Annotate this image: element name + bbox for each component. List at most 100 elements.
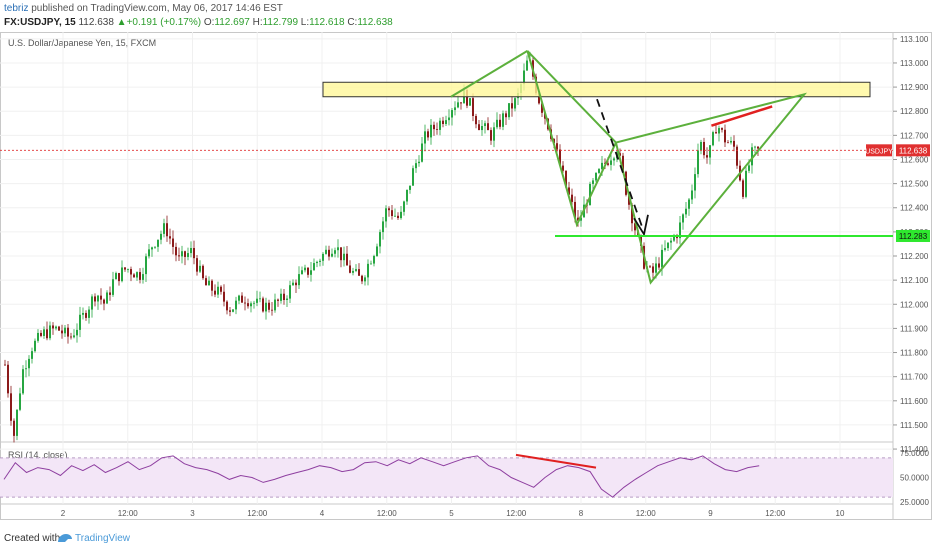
candle-body: [310, 270, 312, 275]
candle-body: [661, 249, 663, 268]
price-divergence-line[interactable]: [711, 105, 773, 127]
candle-body: [67, 327, 69, 337]
candle-body: [709, 145, 711, 158]
time-tick-label: 12:00: [377, 509, 398, 518]
candle-body: [430, 124, 432, 138]
symbol-label: FX:USDJPY, 15: [4, 17, 76, 28]
candle-body: [346, 253, 348, 266]
candle-body: [157, 239, 159, 247]
candle-body: [598, 169, 600, 173]
time-tick-label: 8: [579, 509, 584, 518]
candle-body: [721, 128, 723, 130]
grid: [0, 32, 893, 504]
price-axis[interactable]: 113.100 113.000 112.900 112.800 112.700 112.6…: [865, 35, 930, 454]
price-tick-label: 112.100: [900, 276, 929, 285]
candle-body: [76, 329, 78, 336]
candle-body: [562, 165, 564, 171]
candle-body: [496, 119, 498, 128]
candle-body: [343, 253, 345, 261]
chart-svg[interactable]: U.S. Dollar/Japanese Yen, 15, FXCM RSI (…: [0, 32, 932, 520]
candle-body: [454, 107, 456, 111]
candle-body: [664, 248, 666, 250]
pattern-triangle-2[interactable]: [614, 92, 807, 285]
candle-body: [22, 369, 24, 394]
candle-body: [283, 293, 285, 300]
candle-body: [7, 364, 9, 394]
rsi-axis[interactable]: 75.0000 50.0000 25.0000: [900, 449, 929, 507]
candle-body: [19, 393, 21, 410]
candle-body: [400, 211, 402, 219]
price-tick-label: 112.700: [900, 131, 929, 140]
candle-body: [511, 103, 513, 109]
time-tick-label: 3: [190, 509, 195, 518]
candle-body: [349, 265, 351, 273]
target-price-badge-label: 112.283: [899, 232, 928, 241]
candle-body: [670, 240, 672, 243]
candle-body: [469, 98, 471, 106]
candle-body: [106, 292, 108, 304]
author-link[interactable]: tebriz: [4, 3, 29, 14]
candle-body: [43, 329, 45, 336]
candle-body: [379, 232, 381, 247]
projection-arrow[interactable]: [596, 98, 644, 230]
price-tick-label: 111.400: [900, 445, 928, 454]
candle-body: [538, 93, 540, 104]
candle-body: [79, 314, 81, 330]
candle-body: [733, 140, 735, 147]
candle-body: [601, 162, 603, 170]
candle-body: [574, 201, 576, 218]
candle-body: [715, 132, 717, 134]
chart-title: U.S. Dollar/Japanese Yen, 15, FXCM: [8, 38, 156, 48]
candle-body: [166, 223, 168, 237]
candle-body: [682, 214, 684, 223]
chart-frame[interactable]: U.S. Dollar/Japanese Yen, 15, FXCM RSI (…: [0, 32, 932, 520]
candle-body: [28, 358, 30, 369]
price-tick-label: 111.500: [900, 421, 928, 430]
open-label: O:: [203, 17, 215, 28]
tradingview-link[interactable]: TradingView: [75, 533, 131, 544]
high-value: 112.799: [262, 17, 299, 28]
candle-body: [226, 301, 228, 311]
close-label: C:: [347, 17, 358, 28]
rsi-band-fill: [0, 457, 893, 498]
candle-body: [61, 330, 63, 334]
rsi-divergence-line[interactable]: [515, 453, 597, 469]
candle-body: [184, 251, 186, 257]
drawings[interactable]: [0, 50, 893, 469]
symbol-badge: [866, 144, 892, 157]
candle-body: [526, 60, 528, 71]
candle-body: [115, 273, 117, 280]
price-tick-label: 111.900: [900, 324, 928, 333]
candle-body: [397, 215, 399, 219]
candle-body: [103, 299, 105, 304]
candle-body: [607, 163, 609, 165]
candle-body: [217, 286, 219, 295]
time-tick-label: 2: [61, 509, 66, 518]
candle-body: [742, 180, 744, 197]
pattern-leg-x[interactable]: [450, 50, 528, 98]
current-price-badge-label: 112.638: [899, 146, 928, 155]
candle-body: [340, 247, 342, 261]
candle-body: [631, 204, 633, 224]
candle-body: [190, 248, 192, 254]
candle-body: [460, 102, 462, 104]
time-tick-label: 10: [836, 509, 845, 518]
candle-body: [238, 295, 240, 301]
tradingview-logo-icon[interactable]: [57, 531, 73, 545]
time-axis[interactable]: 2 12:00 3 12:00 4 12:00 5 12:00 8 12:00 9 12:00 10: [61, 509, 845, 518]
candle-body: [724, 129, 726, 143]
candle-body: [25, 368, 27, 370]
candle-body: [364, 277, 366, 282]
candle-body: [151, 247, 153, 250]
price-tick-label: 112.900: [900, 83, 929, 92]
candle-body: [97, 295, 99, 302]
rsi-tick-label: 75.0000: [900, 449, 929, 458]
current-price-badge: [896, 144, 930, 157]
candle-body: [673, 236, 675, 241]
pattern-triangle-1[interactable]: [526, 50, 618, 228]
resistance-zone[interactable]: [322, 81, 871, 98]
candle-body: [175, 246, 177, 256]
candle-body: [187, 253, 189, 257]
candle-body: [748, 165, 750, 171]
candle-body: [592, 180, 594, 184]
